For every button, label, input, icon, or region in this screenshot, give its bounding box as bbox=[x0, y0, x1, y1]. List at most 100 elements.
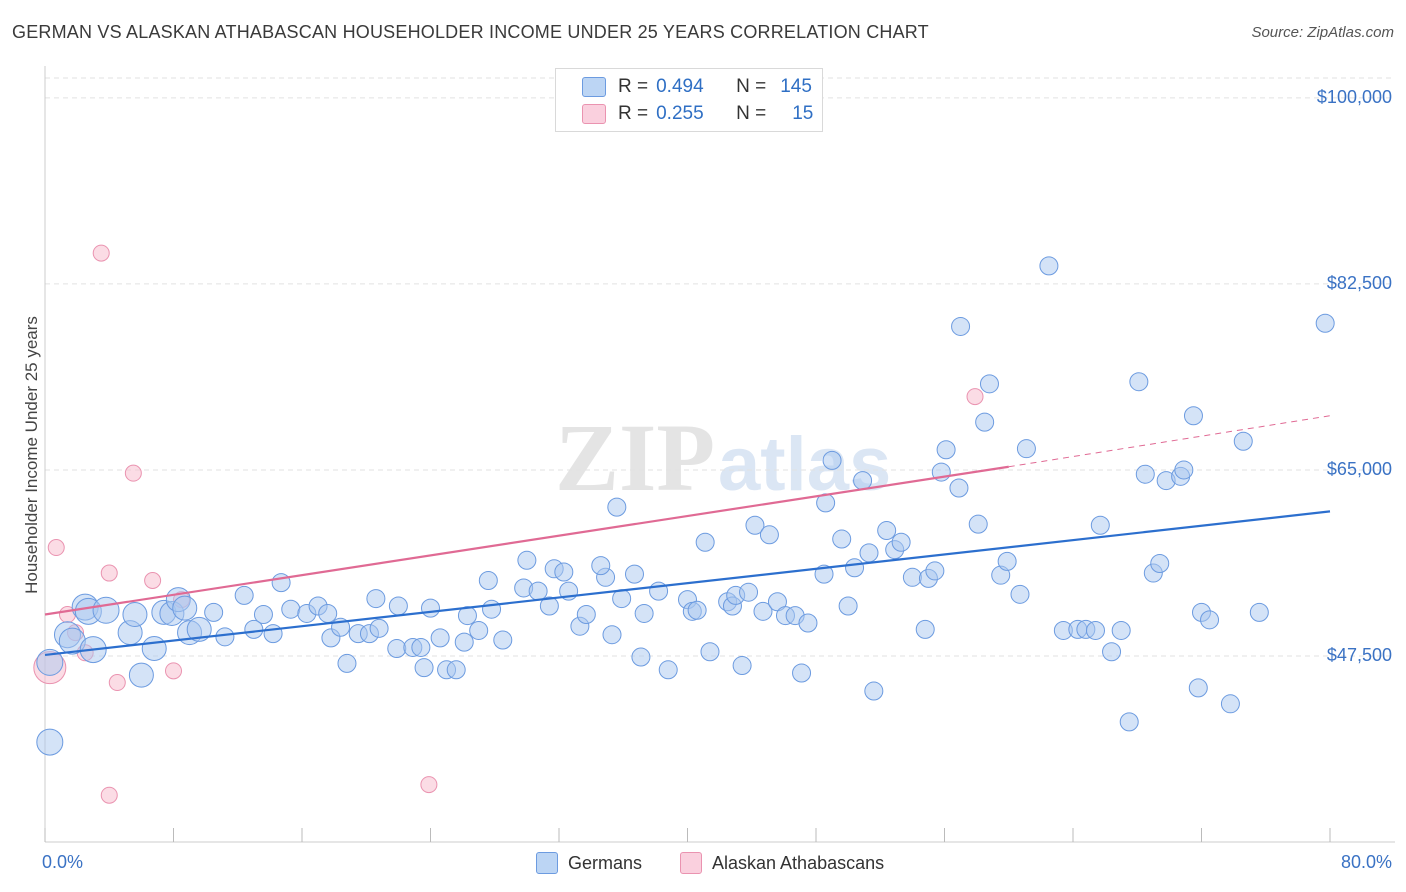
point-alaskan bbox=[124, 464, 142, 482]
point-german bbox=[388, 596, 408, 616]
point-german bbox=[853, 471, 873, 491]
legend-swatch-pink bbox=[582, 104, 606, 124]
point-german bbox=[936, 440, 956, 460]
point-german bbox=[591, 556, 611, 576]
series-legend: Germans Alaskan Athabascans bbox=[0, 852, 1406, 876]
point-german bbox=[421, 598, 440, 618]
point-german bbox=[1129, 372, 1149, 392]
point-german bbox=[1200, 610, 1220, 630]
point-german bbox=[1315, 313, 1335, 333]
point-german bbox=[204, 602, 224, 622]
point-german bbox=[539, 596, 559, 616]
point-german bbox=[517, 550, 537, 570]
legend-item-germans: Germans bbox=[536, 852, 642, 874]
point-german bbox=[478, 570, 498, 590]
point-german bbox=[759, 525, 779, 545]
x-tick-label-min: 0.0% bbox=[42, 852, 84, 872]
point-german bbox=[951, 316, 971, 336]
point-german bbox=[975, 412, 995, 432]
y-tick-label: $65,000 bbox=[1326, 458, 1392, 479]
y-tick-label: $47,500 bbox=[1326, 644, 1392, 665]
point-german bbox=[798, 613, 818, 633]
point-german bbox=[864, 681, 884, 701]
point-german bbox=[1174, 460, 1194, 480]
point-german bbox=[234, 585, 254, 605]
point-german bbox=[997, 551, 1017, 571]
point-alaskan bbox=[108, 674, 126, 692]
point-german bbox=[832, 529, 852, 549]
point-german bbox=[822, 450, 842, 470]
point-german bbox=[968, 514, 988, 534]
point-alaskan bbox=[92, 244, 110, 262]
point-german bbox=[554, 562, 574, 582]
point-german bbox=[925, 561, 945, 581]
point-alaskan bbox=[100, 564, 118, 582]
point-german bbox=[366, 589, 386, 609]
point-german bbox=[128, 662, 154, 688]
point-german bbox=[36, 728, 64, 756]
y-tick-label: $100,000 bbox=[1316, 86, 1392, 107]
legend-swatch-blue bbox=[582, 77, 606, 97]
watermark-atlas: atlas bbox=[718, 422, 891, 507]
point-german bbox=[607, 497, 627, 517]
correlation-legend: R = 0.494 N = 145 R = 0.255 N = 15 bbox=[555, 68, 823, 132]
legend-n-label: N = bbox=[736, 103, 767, 124]
point-alaskan bbox=[100, 786, 118, 804]
point-german bbox=[122, 602, 148, 628]
point-german bbox=[281, 599, 301, 619]
point-german bbox=[1220, 694, 1240, 714]
point-german bbox=[1016, 439, 1036, 459]
trendline-germans bbox=[44, 510, 1331, 657]
legend-n-label: N = bbox=[736, 76, 767, 97]
legend-r-label: R = bbox=[618, 76, 649, 97]
point-german bbox=[172, 595, 198, 621]
point-german bbox=[745, 515, 765, 535]
point-german bbox=[92, 596, 120, 624]
point-alaskan bbox=[420, 776, 438, 794]
point-german bbox=[845, 558, 865, 578]
legend-r-value: 0.255 bbox=[656, 103, 704, 124]
watermark-zip: ZIP bbox=[555, 404, 715, 511]
point-german bbox=[700, 642, 720, 662]
point-german bbox=[979, 374, 999, 394]
point-german bbox=[457, 606, 477, 626]
legend-n-value: 15 bbox=[792, 103, 814, 124]
point-german bbox=[414, 658, 434, 678]
source-credit: Source: ZipAtlas.com bbox=[1251, 24, 1394, 41]
point-german bbox=[624, 564, 644, 584]
point-german bbox=[658, 660, 678, 680]
point-german bbox=[739, 582, 759, 602]
point-german bbox=[186, 616, 212, 642]
point-german bbox=[1119, 712, 1139, 732]
point-german bbox=[528, 581, 548, 601]
point-german bbox=[576, 605, 596, 625]
point-german bbox=[318, 603, 338, 623]
point-german bbox=[687, 600, 707, 620]
x-tick-label-max: 80.0% bbox=[1340, 852, 1392, 872]
point-german bbox=[141, 636, 167, 662]
trendline-alaskan bbox=[44, 465, 1009, 616]
point-german bbox=[1135, 464, 1155, 484]
legend-swatch-pink bbox=[680, 852, 702, 874]
point-german bbox=[891, 532, 911, 552]
point-german bbox=[1039, 256, 1059, 276]
point-german bbox=[877, 521, 897, 541]
point-german bbox=[1188, 678, 1208, 698]
point-german bbox=[631, 647, 651, 667]
y-tick-label: $82,500 bbox=[1326, 272, 1392, 293]
legend-label-alaskan: Alaskan Athabascans bbox=[712, 852, 885, 873]
legend-row-alaskan: R = 0.255 N = 15 bbox=[582, 102, 813, 126]
point-german bbox=[430, 628, 450, 648]
point-german bbox=[915, 619, 935, 639]
point-german bbox=[1102, 642, 1122, 662]
point-german bbox=[469, 620, 489, 640]
point-german bbox=[1010, 584, 1030, 604]
point-german bbox=[902, 567, 922, 587]
point-german bbox=[446, 660, 466, 680]
point-german bbox=[493, 630, 513, 650]
point-german bbox=[1090, 515, 1110, 535]
point-german bbox=[1183, 406, 1203, 426]
point-alaskan bbox=[165, 662, 182, 680]
point-german bbox=[1085, 620, 1105, 640]
